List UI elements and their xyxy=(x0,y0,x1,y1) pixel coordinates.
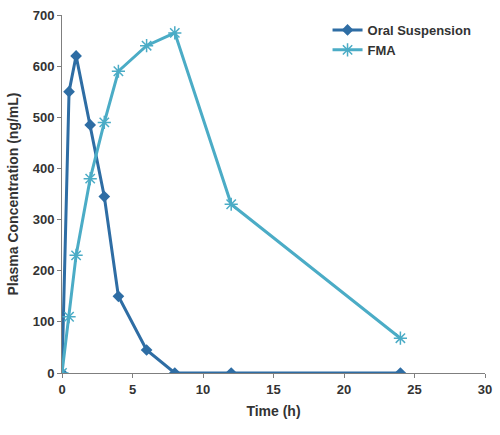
svg-text:Oral Suspension: Oral Suspension xyxy=(368,23,471,38)
svg-text:FMA: FMA xyxy=(368,43,397,58)
svg-text:0: 0 xyxy=(58,382,65,397)
svg-text:100: 100 xyxy=(33,314,55,329)
svg-text:700: 700 xyxy=(33,8,55,23)
svg-text:400: 400 xyxy=(33,161,55,176)
svg-text:Time (h): Time (h) xyxy=(246,403,300,419)
svg-text:200: 200 xyxy=(33,263,55,278)
svg-text:15: 15 xyxy=(266,382,280,397)
svg-text:0: 0 xyxy=(47,366,54,381)
svg-text:500: 500 xyxy=(33,110,55,125)
svg-text:10: 10 xyxy=(196,382,210,397)
svg-text:5: 5 xyxy=(129,382,136,397)
svg-text:30: 30 xyxy=(478,382,492,397)
svg-text:20: 20 xyxy=(337,382,351,397)
svg-text:Plasma Concentration (ng/mL): Plasma Concentration (ng/mL) xyxy=(5,92,21,295)
svg-text:300: 300 xyxy=(33,212,55,227)
svg-text:600: 600 xyxy=(33,59,55,74)
svg-text:25: 25 xyxy=(407,382,421,397)
